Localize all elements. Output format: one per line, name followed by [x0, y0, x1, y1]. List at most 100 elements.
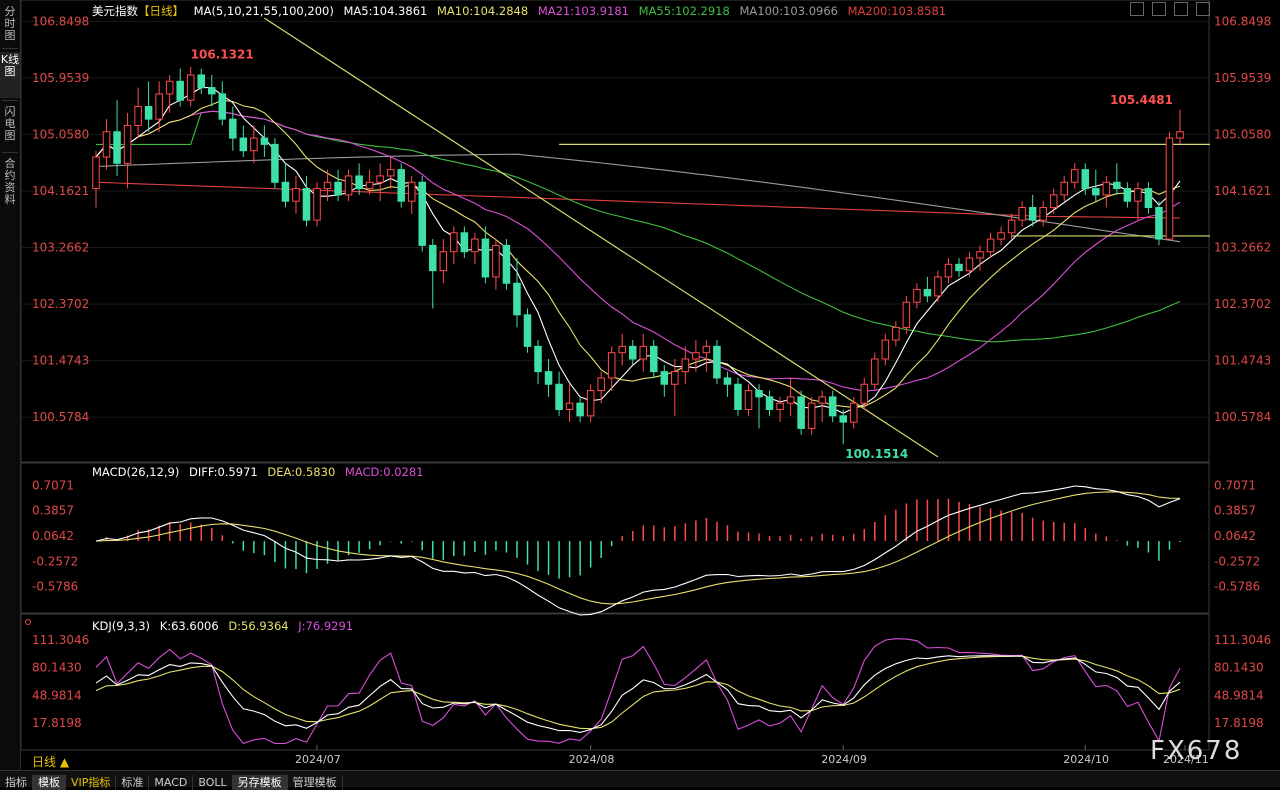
price-panel-frame [20, 0, 1210, 463]
macd-tick-left: 0.7071 [32, 478, 74, 492]
candle-body [639, 345, 648, 360]
ma-legend: 美元指数【日线】 MA(5,10,21,55,100,200) MA5:104.… [92, 3, 952, 19]
tab-flash-chart[interactable]: 闪电图 [4, 105, 16, 142]
candle-body [1134, 188, 1142, 202]
candle-body [976, 251, 984, 259]
candle-body [955, 263, 963, 272]
candle-body [481, 238, 490, 278]
candle-body [197, 74, 206, 89]
candle-body [934, 276, 942, 297]
candle-body [460, 232, 469, 253]
tab-macd[interactable]: MACD [149, 775, 194, 790]
maximize-icon[interactable] [1196, 2, 1210, 16]
x-tick-label: 2024/10 [1063, 753, 1109, 766]
candle-body [407, 181, 416, 202]
candle-body [429, 244, 437, 272]
candle-body [702, 345, 711, 354]
candle-body [744, 390, 753, 411]
ma100-value: MA100:103.0966 [739, 4, 838, 18]
watermark-logo: FX678 [1150, 736, 1243, 766]
tab-vip-indicators[interactable]: VIP指标 [66, 775, 117, 790]
candle-body [628, 345, 637, 360]
price-tick-left: 100.5784 [32, 410, 89, 424]
candle-body [807, 402, 816, 429]
candle-body [565, 402, 574, 411]
price-panel: 106.1321 105.4481 100.1514 [92, 17, 1210, 461]
grid [20, 0, 1210, 751]
price-tick-left: 105.9539 [32, 71, 89, 85]
candle-body [871, 358, 879, 385]
candle-body [1144, 188, 1153, 209]
grid-view-icon[interactable] [1173, 2, 1188, 16]
x-tick-label: 2024/09 [821, 753, 867, 766]
price-tick-left: 101.4743 [32, 354, 89, 368]
window-toolbar [1127, 1, 1210, 20]
tab-standard[interactable]: 标准 [116, 775, 150, 790]
kdj-panel-frame [20, 613, 1210, 751]
price-annotation: 105.4481 [1110, 93, 1173, 107]
ma200-value: MA200:103.8581 [847, 4, 947, 18]
candle-body [302, 188, 311, 221]
candle-body [281, 181, 290, 202]
candle-body [765, 396, 774, 411]
period-selector[interactable]: 日线 ▲ [32, 755, 70, 769]
ma55-value: MA55:102.2918 [638, 4, 730, 18]
candle-body [165, 80, 174, 95]
kdj-tick-left: 80.1430 [32, 661, 82, 675]
candle-body [1049, 194, 1058, 209]
tab-contract-info[interactable]: 合约资料 [4, 157, 16, 206]
crosshair-icon[interactable] [1151, 2, 1166, 16]
candle-body [681, 358, 690, 373]
candle-body [186, 74, 195, 101]
candle-body [502, 244, 511, 284]
candle-body [492, 244, 500, 278]
candle-body [292, 188, 300, 202]
macd-title: MACD(26,12,9) [92, 465, 180, 479]
split-view-icon[interactable] [1129, 2, 1144, 16]
candle-body [776, 402, 784, 411]
candle-body [92, 156, 100, 190]
candle-body [513, 282, 521, 316]
tab-kline[interactable]: K线图 [0, 52, 20, 98]
macd-tick-right: 0.7071 [1214, 478, 1256, 492]
price-tick-right: 102.3702 [1214, 297, 1271, 311]
candle-body [881, 339, 890, 360]
candle-body [534, 345, 542, 373]
candle-body [618, 345, 626, 354]
candle-body [450, 232, 458, 253]
macd-tick-left: -0.5786 [32, 580, 78, 594]
candle-body [1102, 181, 1111, 196]
kdj-d-line [95, 655, 1181, 730]
candle-body [671, 371, 679, 385]
tab-templates[interactable]: 模板 [33, 775, 66, 790]
price-tick-right: 101.4743 [1214, 354, 1271, 368]
candle-body [355, 175, 363, 190]
candle-body [260, 137, 269, 145]
ma21-value: MA21:103.9181 [537, 4, 629, 18]
ma100-line [95, 153, 1181, 243]
candle-body [1018, 207, 1026, 221]
tab-save-template[interactable]: 另存模板 [232, 775, 288, 790]
candle-body [849, 402, 858, 423]
trendline [264, 17, 939, 458]
candle-body [1007, 219, 1016, 234]
candle-body [208, 87, 216, 95]
bottom-toolbar: 指标 模板 VIP指标 标准 MACD BOLL 另存模板 管理模板 [0, 770, 1280, 790]
candle-body [1165, 137, 1174, 240]
kdj-legend: KDJ(9,3,3) K:63.6006 D:56.9364 J:76.9291 [92, 619, 359, 633]
tab-boll[interactable]: BOLL [193, 775, 233, 790]
candle-body [734, 383, 742, 411]
tab-indicators[interactable]: 指标 [0, 775, 33, 790]
kdj-tick-right: 48.9814 [1214, 688, 1264, 702]
tab-timeshare[interactable]: 分时图 [4, 5, 16, 42]
candle-body [713, 345, 721, 379]
candle-body [1028, 207, 1037, 221]
candle-body [386, 169, 395, 177]
price-tick-left: 104.1621 [32, 184, 89, 198]
candle-body [134, 106, 142, 126]
candle-body [660, 371, 669, 385]
tab-manage-templates[interactable]: 管理模板 [288, 775, 343, 790]
kdj-tick-right: 17.8198 [1214, 716, 1264, 730]
macd-tick-left: -0.2572 [32, 554, 78, 568]
